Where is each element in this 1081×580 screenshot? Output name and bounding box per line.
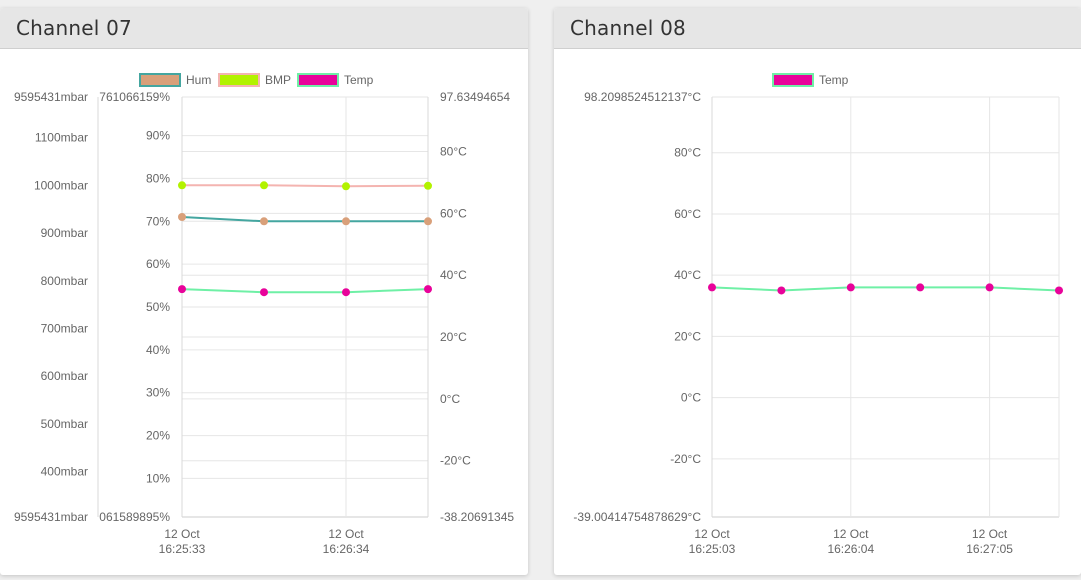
x-tick-date: 12 Oct [694,527,730,541]
channel-07-chart: Hum BMP Temp 1100mbar 1000mbar 900mbar 800mbar… [14,73,514,556]
x-tick-time: 16:25:03 [689,542,736,556]
data-point-temp [846,283,855,292]
channel-07-card: Channel 07 Hum BMP Temp 1100mbar 1000mbar 900… [0,8,528,575]
y-tick-label-max: 9595431mbar [14,90,88,104]
y-tick-label: 1100mbar [35,131,88,145]
x-tick-date: 12 Oct [164,527,200,541]
series-line-bmp [182,184,429,188]
y-tick-label: 20°C [440,330,467,344]
data-point-hum [424,217,432,226]
y-tick-label: 20% [146,429,170,443]
y-tick-label: 90% [146,129,170,143]
data-point-hum [178,213,186,221]
x-tick-time: 16:26:34 [323,542,370,556]
y-tick-label-min: 061589895% [99,510,170,524]
y-tick-label: 20°C [674,329,701,343]
series-line-temp [181,288,429,294]
y-tick-label: 40% [146,343,170,357]
data-point-temp [1055,286,1063,295]
y-tick-label: -20°C [670,452,701,466]
y-tick-label: 60°C [440,206,467,220]
x-tick-date: 12 Oct [328,527,364,541]
data-point-temp [178,285,186,294]
data-point-temp [260,288,268,297]
y-tick-label-min: -39.00414754878629°C [573,510,701,524]
y-tick-label: 60°C [674,207,701,221]
card-title: Channel 08 [570,16,686,40]
data-point-hum [342,217,350,226]
y-tick-label: 10% [146,471,170,485]
data-point-temp [777,286,786,295]
y-tick-label: 800mbar [41,274,88,288]
y-tick-label: 500mbar [41,417,88,431]
y-tick-label: 80°C [674,146,701,160]
x-tick-date: 12 Oct [972,527,1008,541]
y-tick-label: 700mbar [41,321,88,335]
y-tick-label: 400mbar [41,465,88,479]
data-point-temp [342,288,350,297]
card-title: Channel 07 [16,16,132,40]
y-tick-label: 600mbar [41,369,88,383]
legend-swatch [297,73,339,87]
legend-swatch [139,73,181,87]
y-tick-label: 60% [146,257,170,271]
legend-label: BMP [265,73,291,87]
legend-swatch [772,73,814,87]
y-tick-label-min: -38.20691345 [440,510,514,524]
data-point-temp [916,283,925,292]
series-line-temp [711,286,1060,292]
y-tick-label-min: 9595431mbar [14,510,88,524]
data-point-bmp [260,181,268,190]
legend-label: Temp [344,73,374,87]
y-tick-label: 80°C [440,145,467,159]
legend-label: Temp [819,73,849,87]
x-tick-time: 16:25:33 [159,542,206,556]
data-point-hum [260,217,268,226]
data-point-bmp [178,181,186,190]
y-tick-label: 70% [146,214,170,228]
y-tick-label-max: 761066159% [99,90,170,104]
y-tick-label: 1000mbar [34,178,88,192]
y-tick-label: 30% [146,386,170,400]
series-line-hum [181,216,428,223]
data-point-temp [985,283,994,292]
x-tick-date: 12 Oct [833,527,869,541]
y-tick-label: 80% [146,171,170,185]
y-tick-label-max: 97.63494654 [440,90,510,104]
y-tick-label: 900mbar [41,226,88,240]
card-header: Channel 07 [0,8,528,49]
data-point-bmp [424,181,432,190]
channel-08-chart: Temp 80°C 60°C 40°C 20°C 0°C -20°C 98.209852451… [573,73,1063,556]
y-tick-label: -20°C [440,454,471,468]
y-tick-label: 0°C [440,392,460,406]
legend-label: Hum [186,73,211,87]
data-point-temp [424,285,432,294]
data-point-temp [708,283,716,292]
y-tick-label: 50% [146,300,170,314]
y-tick-label-max: 98.2098524512137°C [584,90,701,104]
channel-08-card: Channel 08 Temp 80°C 60°C 40°C 20°C 0°C -20°C 9… [554,8,1081,575]
y-tick-label: 40°C [674,268,701,282]
x-tick-time: 16:27:05 [966,542,1013,556]
y-tick-label: 40°C [440,268,467,282]
x-tick-time: 16:26:04 [827,542,874,556]
card-header: Channel 08 [554,8,1081,49]
legend-swatch [218,73,260,87]
data-point-bmp [342,182,350,191]
y-tick-label: 0°C [681,391,701,405]
